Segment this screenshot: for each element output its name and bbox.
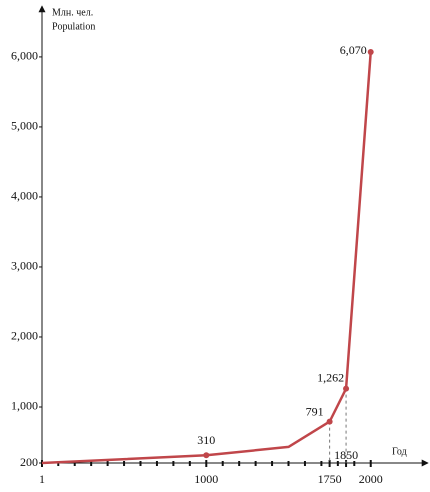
data-label: 6,070 bbox=[340, 43, 367, 57]
point bbox=[326, 418, 333, 425]
x-axis-title: Год bbox=[392, 446, 407, 457]
y-tick-label: 3,000 bbox=[11, 259, 38, 273]
point bbox=[367, 49, 374, 56]
data-label: 1,262 bbox=[317, 370, 344, 384]
y-tick-label: 2,000 bbox=[11, 329, 38, 343]
y-axis-subtitle: Population bbox=[52, 21, 95, 32]
point bbox=[343, 385, 350, 392]
x-tick-label: 1750 bbox=[318, 472, 342, 486]
line bbox=[41, 51, 372, 465]
x-tick-label: 1000 bbox=[194, 472, 218, 486]
y-tick-label: 4,000 bbox=[11, 189, 38, 203]
y-tick-label: 1,000 bbox=[11, 399, 38, 413]
data-label: 310 bbox=[197, 433, 215, 447]
x-tick-label: 1 bbox=[39, 472, 45, 486]
y-tick-label: 6,000 bbox=[11, 49, 38, 63]
y-tick-label: 5,000 bbox=[11, 119, 38, 133]
data-label: 791 bbox=[306, 404, 324, 418]
y-axis-title: Млн. чел. bbox=[52, 7, 93, 18]
x-tick-label: 2000 bbox=[359, 472, 383, 486]
point bbox=[203, 452, 210, 459]
y-tick-label: 200 bbox=[20, 455, 38, 469]
